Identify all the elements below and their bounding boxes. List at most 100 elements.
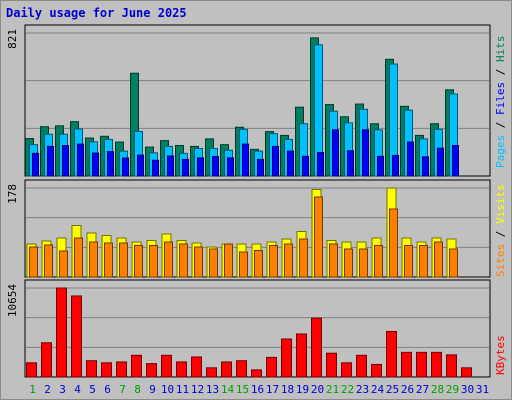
bar-sites-day-27 <box>419 245 428 278</box>
bar-kbytes-day-26 <box>401 351 412 378</box>
bar-kbytes-day-28 <box>431 351 442 378</box>
bar-files-day-7 <box>122 157 129 177</box>
bar-sites-day-18 <box>284 243 293 278</box>
x-tick-label: 14 <box>221 383 235 396</box>
bar-kbytes-day-13 <box>206 367 217 378</box>
legend-pages: Pages <box>494 135 507 168</box>
ymax-label-bottom: 10654 <box>6 284 19 317</box>
bar-files-day-27 <box>422 156 429 177</box>
x-tick-label: 12 <box>191 383 204 396</box>
bar-files-day-3 <box>62 145 69 177</box>
legend-pages-files-hits: Pages / Files / Hits <box>494 36 507 169</box>
x-tick-label: 23 <box>356 383 369 396</box>
bar-kbytes-day-8 <box>131 354 142 378</box>
legend-sep: / <box>494 62 507 82</box>
bar-kbytes-day-19 <box>296 333 307 378</box>
bar-kbytes-day-21 <box>326 352 337 378</box>
bar-kbytes-day-10 <box>161 354 172 378</box>
x-tick-label: 13 <box>206 383 219 396</box>
bar-files-day-2 <box>47 145 54 177</box>
bar-files-day-6 <box>107 151 114 177</box>
bar-files-day-15 <box>242 143 249 177</box>
bar-sites-day-29 <box>449 248 458 278</box>
x-tick-label: 29 <box>446 383 459 396</box>
bar-kbytes-day-14 <box>221 361 232 378</box>
legend-files: Files <box>494 82 507 115</box>
bar-sites-day-12 <box>194 246 203 278</box>
bar-sites-day-26 <box>404 245 413 278</box>
bar-files-day-17 <box>272 145 279 177</box>
bar-kbytes-day-5 <box>86 360 97 378</box>
bar-kbytes-day-3 <box>56 287 67 378</box>
bar-files-day-26 <box>407 141 414 177</box>
bar-sites-day-23 <box>359 248 368 278</box>
bar-sites-day-22 <box>344 248 353 278</box>
bar-sites-day-8 <box>134 245 143 278</box>
legend-hits: Hits <box>494 36 507 63</box>
bar-sites-day-17 <box>269 245 278 278</box>
x-tick-label: 1 <box>29 383 36 396</box>
bar-kbytes-day-25 <box>386 330 397 378</box>
x-tick-label: 19 <box>296 383 309 396</box>
x-tick-label: 15 <box>236 383 249 396</box>
bar-kbytes-day-7 <box>116 361 127 378</box>
bar-kbytes-day-23 <box>356 354 367 378</box>
bar-kbytes-day-17 <box>266 356 277 378</box>
bar-kbytes-day-1 <box>26 362 37 378</box>
x-tick-label: 3 <box>59 383 66 396</box>
bar-sites-day-19 <box>299 238 308 278</box>
bar-files-day-10 <box>167 155 174 177</box>
bar-sites-day-24 <box>374 245 383 278</box>
legend-sites-visits: Sites / Visits <box>494 184 507 277</box>
x-tick-label: 22 <box>341 383 354 396</box>
bar-files-day-28 <box>437 147 444 177</box>
legend-sites: Sites <box>494 244 507 277</box>
x-tick-label: 11 <box>176 383 189 396</box>
bar-kbytes-day-18 <box>281 338 292 378</box>
bar-kbytes-day-29 <box>446 354 457 378</box>
bar-kbytes-day-11 <box>176 361 187 378</box>
bar-sites-day-6 <box>104 242 113 278</box>
x-tick-label: 5 <box>89 383 96 396</box>
x-tick-label: 21 <box>326 383 339 396</box>
bar-kbytes-day-6 <box>101 362 112 378</box>
legend-sep: / <box>494 224 507 244</box>
x-tick-label: 18 <box>281 383 294 396</box>
bar-kbytes-day-2 <box>41 342 52 378</box>
bar-sites-day-5 <box>89 241 98 278</box>
bar-kbytes-day-30 <box>461 367 472 378</box>
x-tick-label: 24 <box>371 383 385 396</box>
bar-sites-day-15 <box>239 251 248 278</box>
bar-kbytes-day-15 <box>236 360 247 378</box>
bar-sites-day-14 <box>224 243 233 278</box>
bar-sites-day-10 <box>164 241 173 278</box>
bar-sites-day-4 <box>74 237 83 278</box>
bar-files-day-14 <box>227 157 234 177</box>
bar-files-day-1 <box>32 152 39 177</box>
chart-title: Daily usage for June 2025 <box>6 6 187 20</box>
x-tick-label: 20 <box>311 383 324 396</box>
x-tick-label: 26 <box>401 383 414 396</box>
bar-kbytes-day-24 <box>371 363 382 378</box>
bar-sites-day-9 <box>149 245 158 278</box>
bar-kbytes-day-12 <box>191 356 202 378</box>
bar-files-day-24 <box>377 155 384 177</box>
bar-files-day-16 <box>257 158 264 177</box>
x-tick-label: 4 <box>74 383 81 396</box>
bar-files-day-5 <box>92 152 99 177</box>
legend-visits: Visits <box>494 184 507 224</box>
bar-kbytes-day-16 <box>251 369 262 378</box>
bar-kbytes-day-20 <box>311 317 322 378</box>
bar-files-day-8 <box>137 154 144 177</box>
bar-sites-day-25 <box>389 208 398 278</box>
x-tick-label: 17 <box>266 383 279 396</box>
x-tick-label: 10 <box>161 383 174 396</box>
bar-sites-day-21 <box>329 243 338 278</box>
bar-kbytes-day-9 <box>146 363 157 378</box>
bar-files-day-29 <box>452 145 459 177</box>
x-tick-label: 9 <box>149 383 156 396</box>
x-tick-label: 31 <box>476 383 489 396</box>
bar-sites-day-7 <box>119 242 128 278</box>
bar-sites-day-1 <box>29 246 38 278</box>
